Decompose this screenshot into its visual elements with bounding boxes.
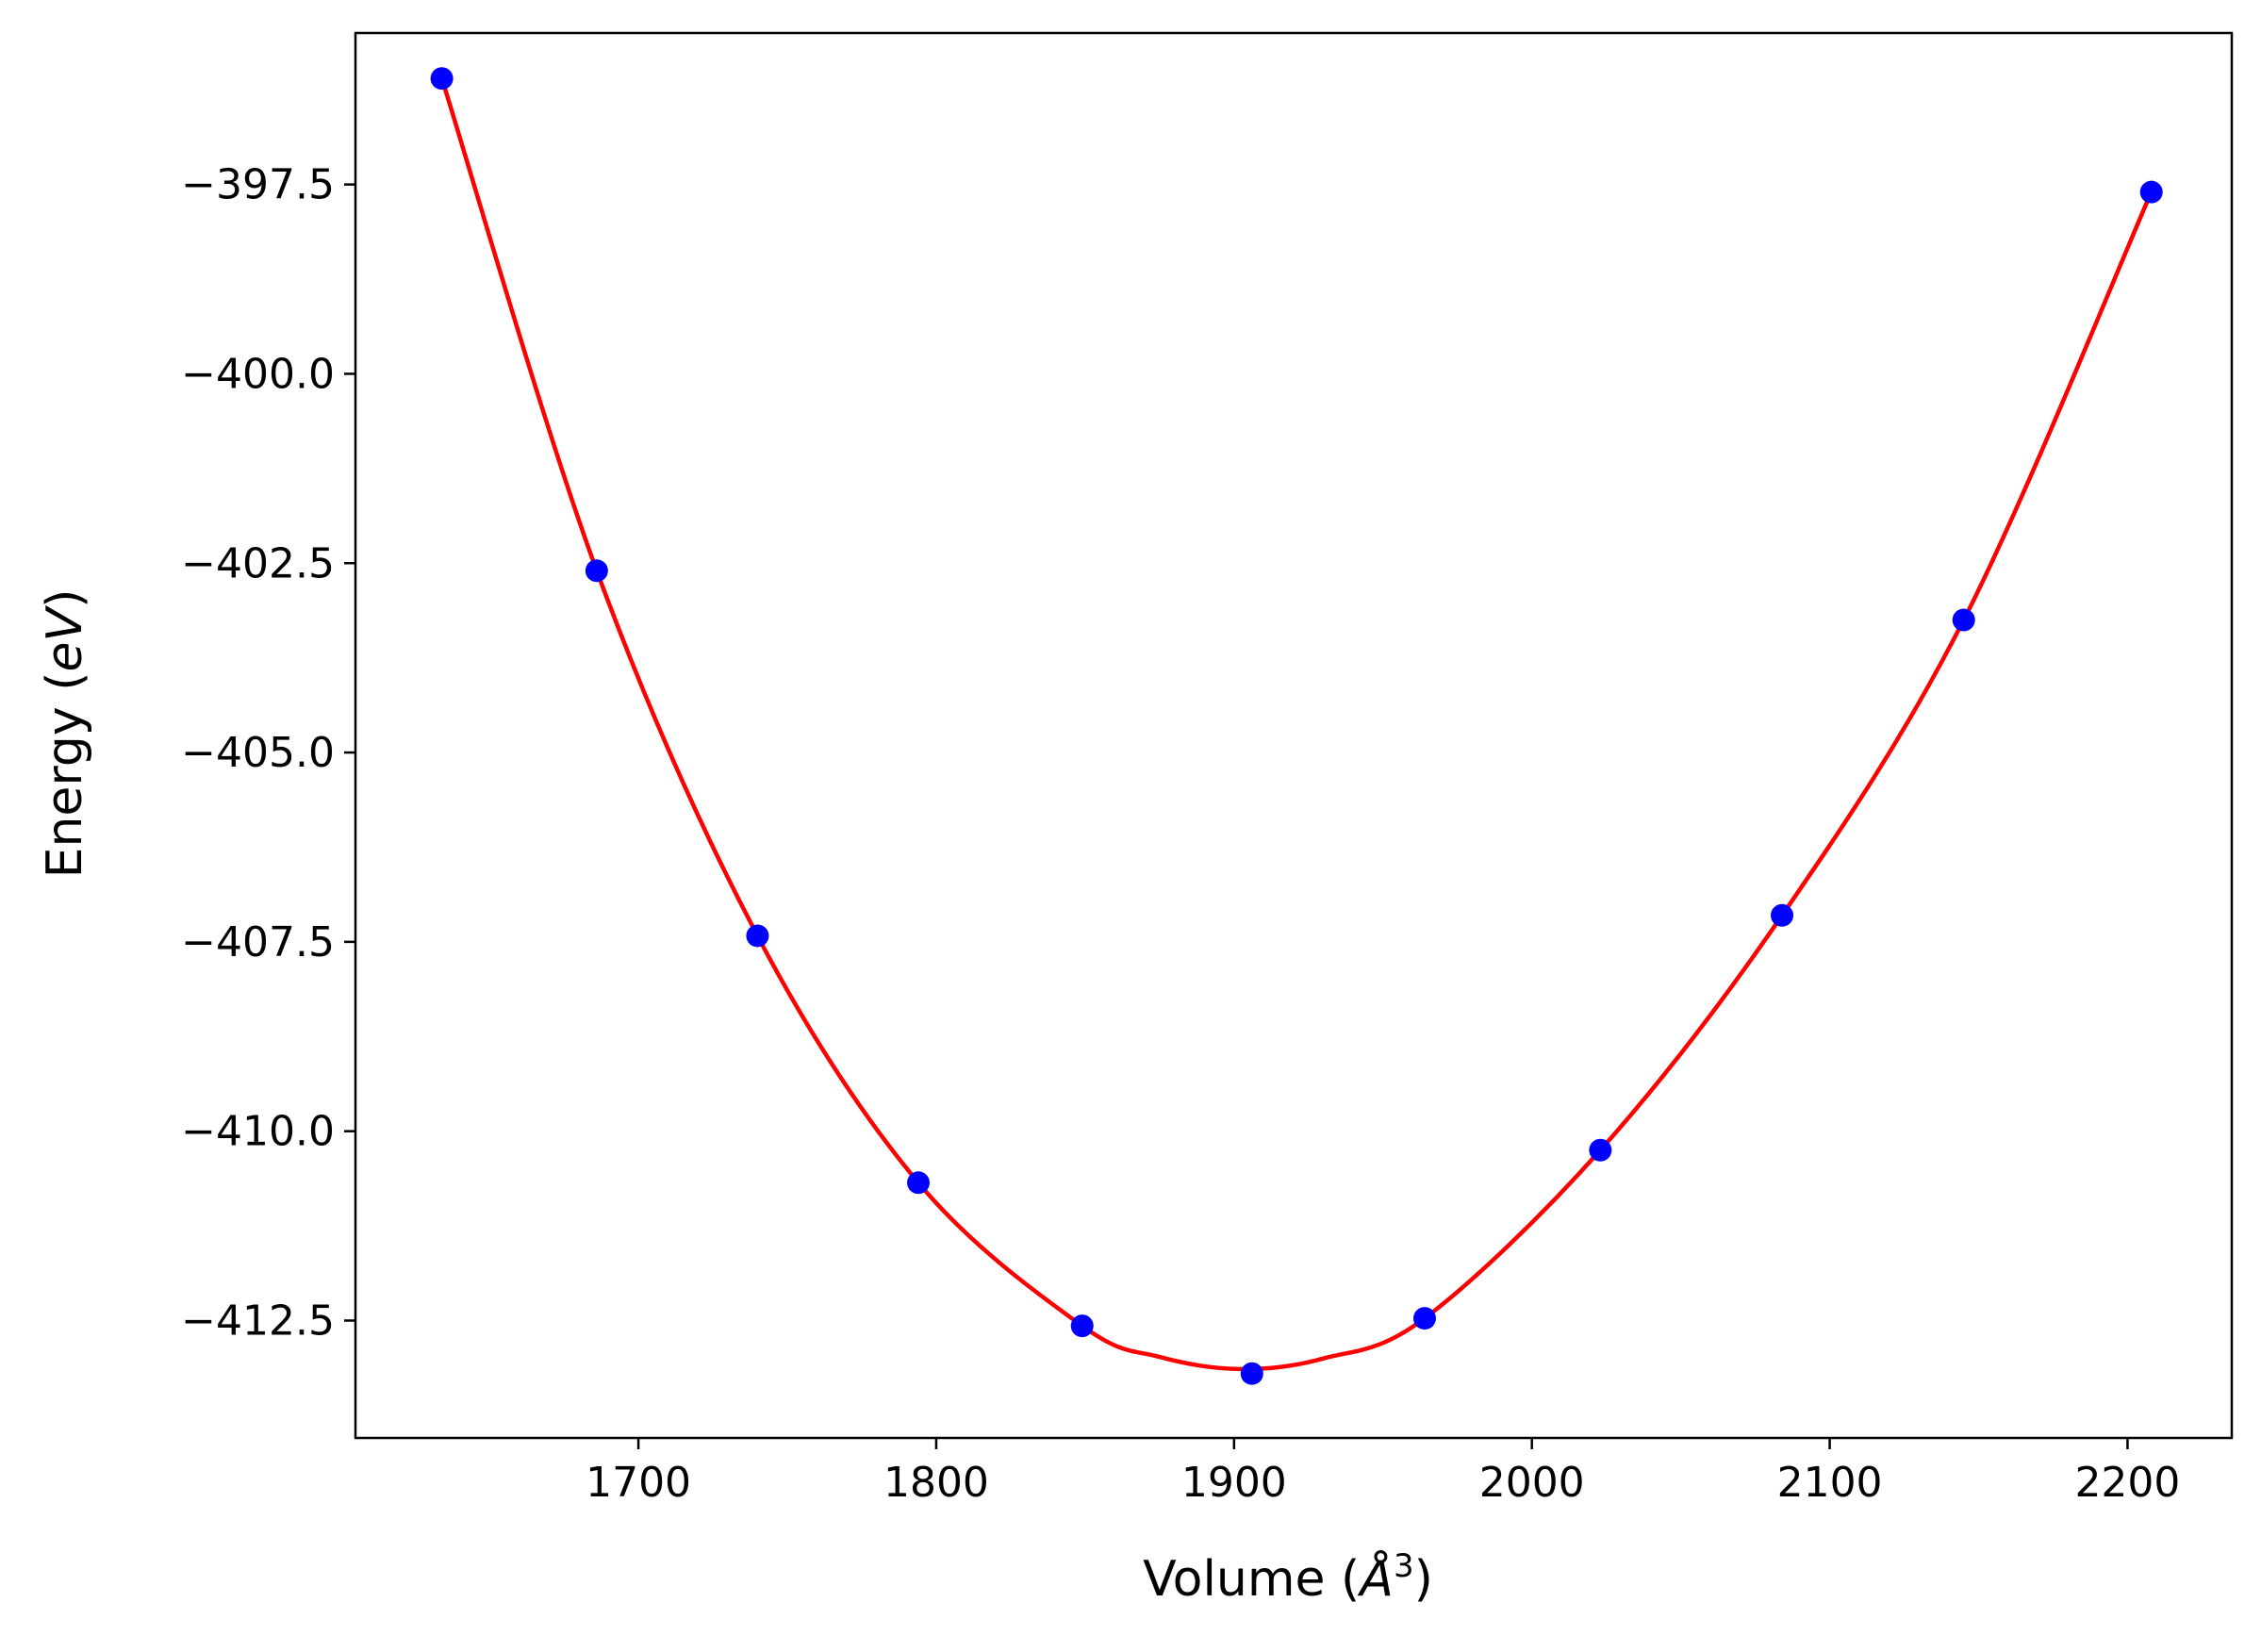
data-point [1589,1138,1612,1162]
y-tick-label: −407.5 [181,918,335,966]
data-point [2139,180,2163,204]
x-tick-label: 2200 [2074,1459,2180,1507]
data-point [1952,608,1975,632]
plot-area [354,31,2234,1440]
x-tick-label: 1800 [883,1459,989,1507]
data-point [585,559,608,583]
x-axis: 1700 1800 1900 2000 2100 2200 [586,1438,2180,1507]
y-tick-label: −397.5 [181,161,335,209]
y-tick-label: −410.0 [181,1108,335,1156]
x-tick-label: 2000 [1479,1459,1585,1507]
data-point [1412,1307,1436,1330]
x-tick-label: 2100 [1777,1459,1883,1507]
y-tick-label: −412.5 [181,1297,335,1345]
y-tick-label: −402.5 [181,539,335,587]
y-tick-label: −400.0 [181,350,335,398]
y-axis: −397.5 −400.0 −402.5 −405.0 −407.5 −410.0 −412… [181,161,355,1345]
x-axis-label: Volume (Å3) [1143,1547,1433,1608]
x-tick-label: 1900 [1181,1459,1287,1507]
data-point [1771,903,1794,927]
y-axis-label: Energy (eV) [37,589,93,879]
data-point [1070,1314,1094,1338]
plot-frame [354,31,2234,1440]
y-tick-label: −405.0 [181,729,335,777]
fit-curve-line [439,77,2154,1372]
x-tick-label: 1700 [586,1459,691,1507]
data-point [907,1171,930,1195]
data-point [746,924,769,948]
data-point [1240,1362,1263,1385]
data-point [430,67,454,91]
